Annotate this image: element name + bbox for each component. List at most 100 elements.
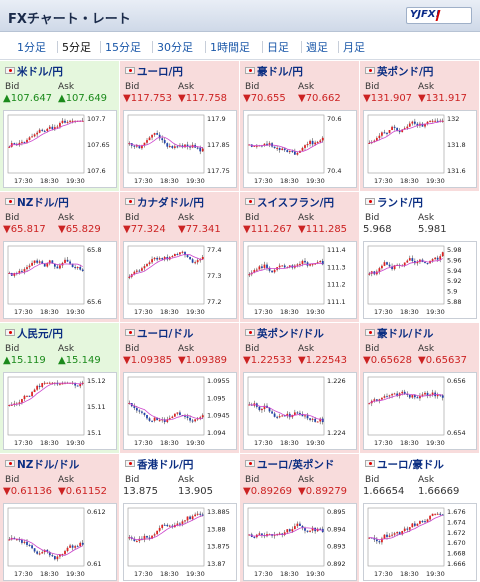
candle-body (189, 516, 191, 520)
candle-body (184, 251, 186, 256)
candle-body (281, 415, 284, 417)
mini-chart[interactable]: 1.226 1.224 17:30 18:30 19:30 (243, 372, 357, 450)
pair-name[interactable]: スイスフラン/円 (257, 197, 335, 209)
candle-body (411, 121, 414, 124)
x-tick-label: 18:30 (280, 570, 299, 578)
pair-name[interactable]: NZドル/ドル (17, 459, 80, 471)
ask-label: Ask (58, 213, 75, 223)
y-tick-label: 0.654 (447, 429, 466, 437)
pair-name[interactable]: 英ポンド/円 (377, 66, 434, 78)
pair-tile[interactable]: ユーロ/ドル Bid Ask ▼1.09385 ▼1.09389 1.0955 1.095 1… (120, 323, 240, 454)
pair-tile[interactable]: スイスフラン/円 Bid Ask ▼111.267 ▼111.285 111.4 111.3… (240, 192, 360, 323)
pair-name[interactable]: 豪ドル/ドル (377, 328, 434, 340)
tab-7[interactable]: 週足 (306, 41, 328, 54)
x-tick-label: 19:30 (186, 177, 205, 185)
pair-tile[interactable]: NZドル/円 Bid Ask ▼65.817 ▼65.829 65.8 65.6 17:30 1… (0, 192, 120, 323)
pair-name[interactable]: ユーロ/円 (137, 66, 183, 78)
pair-name[interactable]: ランド/円 (377, 197, 423, 209)
pair-tile[interactable]: カナダドル/円 Bid Ask ▼77.324 ▼77.341 77.4 77.3 77.2 1… (120, 192, 240, 323)
pair-name[interactable]: 人民元/円 (17, 328, 63, 340)
mini-chart[interactable]: 65.8 65.6 17:30 18:30 19:30 (3, 241, 117, 319)
candle-body (26, 395, 28, 397)
mini-chart[interactable]: 1.0955 1.095 1.0945 1.094 17:30 18:30 19:30 (123, 372, 237, 450)
candle-body (391, 534, 393, 536)
tab-5[interactable]: 1時間足 (210, 41, 250, 54)
moving-average-line (369, 258, 443, 274)
candle-body (196, 147, 199, 149)
pair-tile[interactable]: 英ポンド/円 Bid Ask ▼131.907 ▼131.917 132 131.8 131.… (360, 61, 480, 192)
mini-chart[interactable]: 132 131.8 131.6 17:30 18:30 19:30 (363, 110, 477, 188)
y-tick-label: 117.75 (207, 167, 230, 175)
pair-name[interactable]: ユーロ/英ポンド (257, 459, 335, 471)
candle-body (18, 270, 21, 274)
pair-tile[interactable]: ユーロ/英ポンド Bid Ask ▼0.89269 ▼0.89279 0.895 0.894… (240, 454, 360, 582)
mini-chart[interactable]: 13.885 13.88 13.875 13.87 17:30 18:30 19:30 (123, 503, 237, 581)
tab-4[interactable]: 30分足 (157, 41, 193, 54)
flag-icon (125, 460, 135, 467)
pair-tile[interactable]: 香港ドル/円 Bid Ask 13.875 13.905 13.885 13.88 13.87… (120, 454, 240, 582)
bid-label: Bid (5, 475, 20, 485)
pair-name[interactable]: 米ドル/円 (17, 66, 63, 78)
candle-body (146, 264, 148, 267)
candle-body (378, 541, 381, 543)
candle-body (258, 406, 261, 411)
y-tick-label: 77.3 (207, 272, 221, 280)
mini-chart[interactable]: 111.4 111.3 111.2 111.1 17:30 18:30 19:30 (243, 241, 357, 319)
y-tick-label: 5.96 (447, 256, 461, 264)
mini-chart[interactable]: 117.9 117.85 117.75 17:30 18:30 19:30 (123, 110, 237, 188)
tab-6[interactable]: 日足 (267, 41, 289, 54)
yjfx-logo[interactable]: YJFX! (406, 7, 472, 24)
pair-name[interactable]: ユーロ/ドル (137, 328, 194, 340)
mini-chart[interactable]: 0.656 0.654 17:30 18:30 19:30 (363, 372, 477, 450)
candle-body (161, 524, 164, 528)
tab-3[interactable]: 15分足 (105, 41, 141, 54)
candle-body (403, 528, 406, 532)
candle-body (276, 147, 279, 149)
mini-chart[interactable]: 70.6 70.4 17:30 18:30 19:30 (243, 110, 357, 188)
candle-body (255, 269, 258, 271)
tab-2[interactable]: 5分足 (62, 41, 91, 54)
pair-tile[interactable]: ランド/円 Bid Ask 5.968 5.981 5.98 5.96 5.94 5.92 5.9… (360, 192, 480, 323)
pair-name[interactable]: 豪ドル/円 (257, 66, 303, 78)
pair-tile[interactable]: 豪ドル/ドル Bid Ask ▼0.65628 ▼0.65637 0.656 0.654 17… (360, 323, 480, 454)
candle-body (304, 260, 306, 263)
mini-chart[interactable]: 5.98 5.96 5.94 5.92 5.9 5.88 17:30 18:30 19:30 (363, 241, 477, 319)
candle-body (158, 134, 161, 139)
pair-tile[interactable]: NZドル/ドル Bid Ask ▼0.61136 ▼0.61152 0.612 0.61 17… (0, 454, 120, 582)
mini-chart[interactable]: 1.676 1.674 1.672 1.670 1.668 1.666 17:30 18:30… (363, 503, 477, 581)
mini-chart[interactable]: 77.4 77.3 77.2 17:30 18:30 19:30 (123, 241, 237, 319)
pair-name[interactable]: ユーロ/豪ドル (377, 459, 444, 471)
x-tick-label: 18:30 (400, 570, 419, 578)
pair-tile[interactable]: ユーロ/豪ドル Bid Ask 1.66654 1.66669 1.676 1.674 1.6… (360, 454, 480, 582)
pair-name[interactable]: NZドル/円 (17, 197, 69, 209)
tab-8[interactable]: 月足 (343, 41, 365, 54)
candle-body (71, 545, 74, 548)
mini-chart[interactable]: 15.12 15.11 15.1 17:30 18:30 19:30 (3, 372, 117, 450)
candle-body (56, 266, 59, 269)
candle-body (186, 144, 189, 147)
mini-chart[interactable]: 0.612 0.61 17:30 18:30 19:30 (3, 503, 117, 581)
mini-chart[interactable]: 0.895 0.894 0.893 0.892 17:30 18:30 19:30 (243, 503, 357, 581)
candle-body (393, 393, 396, 395)
x-tick-label: 19:30 (426, 439, 445, 447)
candle-body (33, 260, 36, 263)
pair-name[interactable]: カナダドル/円 (137, 197, 204, 209)
pair-tile[interactable]: 英ポンド/ドル Bid Ask ▼1.22533 ▼1.22543 1.226 1.224 1… (240, 323, 360, 454)
bid-label: Bid (365, 213, 380, 223)
candle-body (81, 542, 84, 545)
pair-tile[interactable]: 豪ドル/円 Bid Ask ▼70.655 ▼70.662 70.6 70.4 17:30 18… (240, 61, 360, 192)
candle-body (393, 533, 396, 535)
plot-frame (127, 376, 205, 436)
candle-body (316, 141, 319, 143)
pair-name[interactable]: 香港ドル/円 (137, 459, 194, 471)
candle-body (439, 394, 442, 396)
candle-body (161, 138, 164, 141)
pair-tile[interactable]: ユーロ/円 Bid Ask ▼117.753 ▼117.758 117.9 117.85 11… (120, 61, 240, 192)
pair-tile[interactable]: 人民元/円 Bid Ask ▲15.119 ▲15.149 15.12 15.11 15.1 1… (0, 323, 120, 454)
pair-name[interactable]: 英ポンド/ドル (257, 328, 324, 340)
tab-1[interactable]: 1分足 (17, 41, 46, 54)
pair-tile[interactable]: 米ドル/円 Bid Ask ▲107.647 ▲107.649 107.7 107.65 10… (0, 61, 120, 192)
candle-body (421, 521, 424, 523)
mini-chart[interactable]: 107.7 107.65 107.6 17:30 18:30 19:30 (3, 110, 117, 188)
candle-body (186, 516, 189, 521)
